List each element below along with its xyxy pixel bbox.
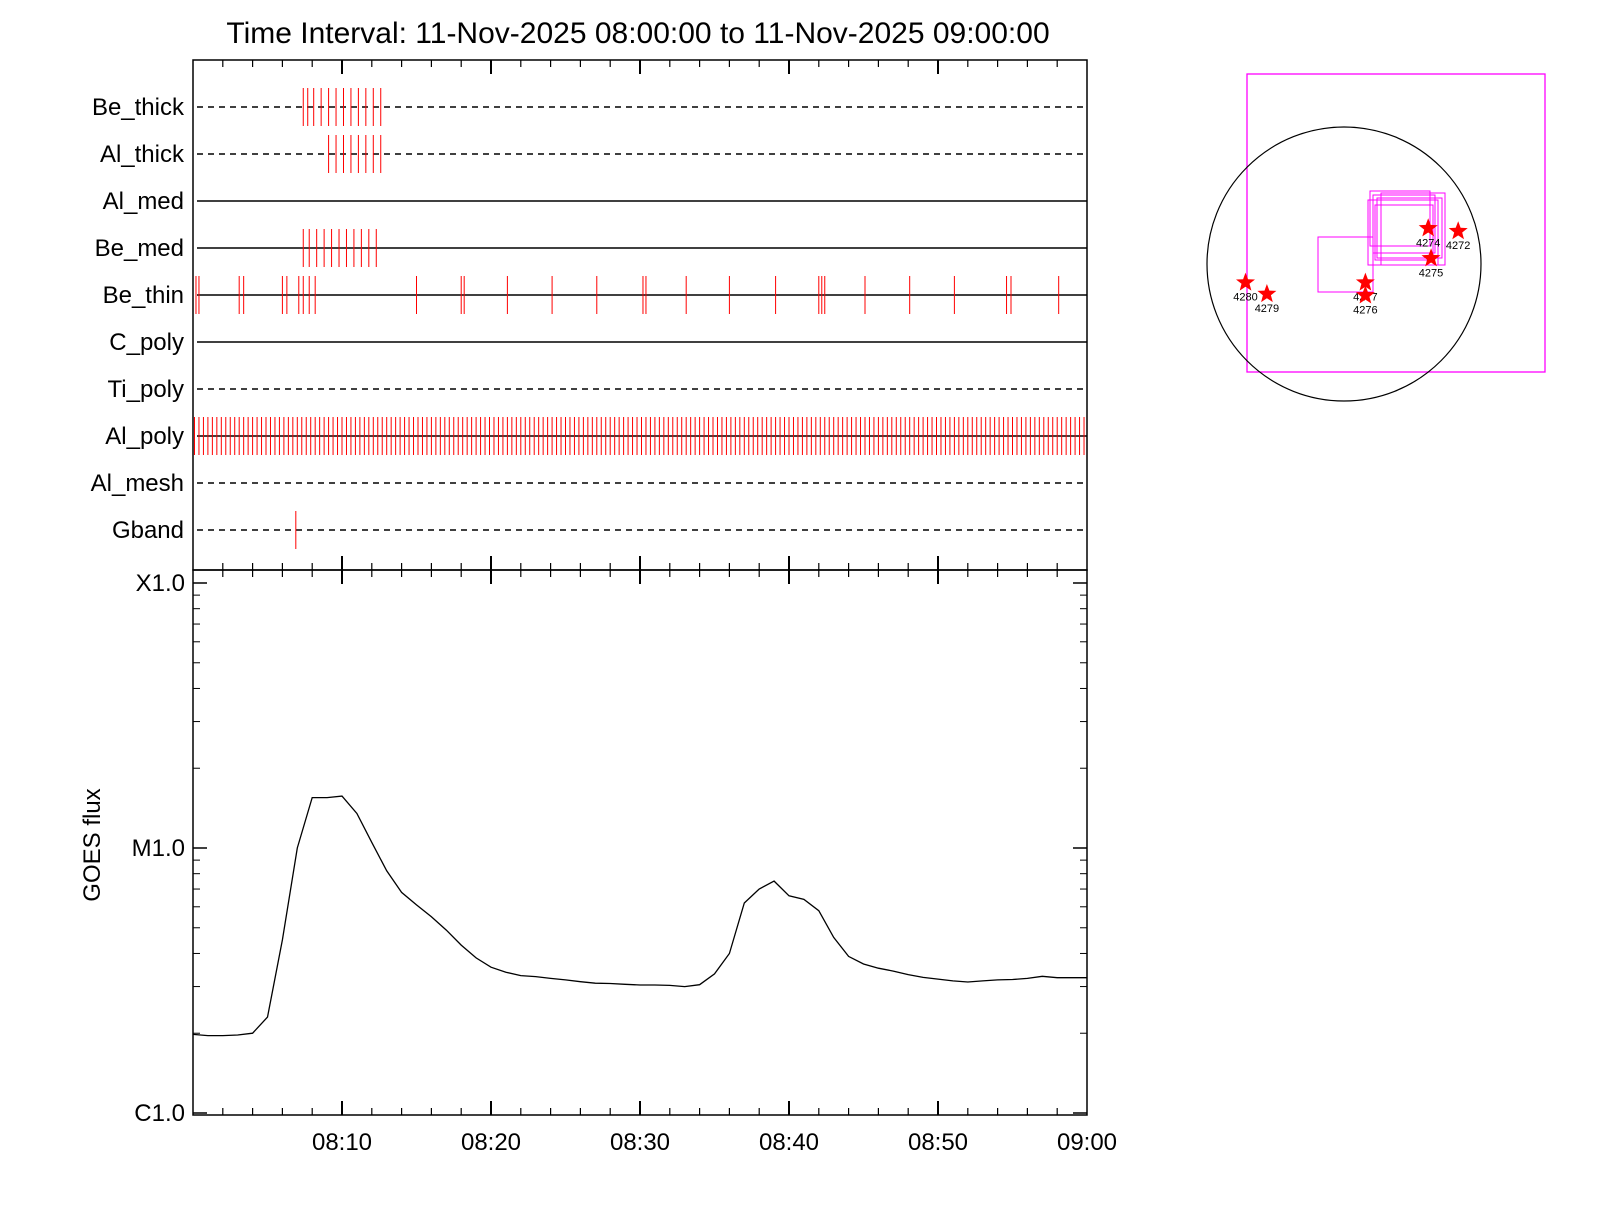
filter-label-be-thick: Be_thick: [92, 94, 185, 121]
goes-flux-panel: X1.0 M1.0 C1.0 08:10 08:20 08:30 08:40 08:50 09:…: [79, 569, 1117, 1156]
active-region-marker-4276: [1355, 285, 1375, 304]
active-region-label: 4279: [1255, 303, 1279, 315]
filter-label-al-med: Al_med: [103, 188, 184, 215]
active-region-marker-4274: [1418, 218, 1438, 237]
filter-label-al-thick: Al_thick: [100, 141, 185, 168]
sun-map-panel: 4274427242754277427642804279: [1206, 73, 1546, 402]
goes-panel-frame: [192, 569, 1088, 1116]
x-tick-label: 09:00: [1057, 1129, 1117, 1156]
filter-label-be-thin: Be_thin: [103, 282, 184, 309]
goes-flux-series-line: [192, 795, 1087, 1037]
active-region-marker-4280: [1236, 272, 1255, 291]
filter-timeline-panel: Be_thick Al_thick Al_med Be_med Be_thin C_pol…: [91, 59, 1088, 571]
filter-panel-ticks: [222, 60, 1058, 570]
active-region-points: 4274427242754277427642804279: [1233, 218, 1470, 316]
goes-axis-ticks: X1.0 M1.0 C1.0 08:10 08:20 08:30 08:40 08:50 09:…: [132, 570, 1117, 1156]
filter-rows: Be_thick Al_thick Al_med Be_med Be_thin C_pol…: [91, 88, 1087, 549]
active-region-label: 4280: [1233, 292, 1257, 304]
fov-box: [1380, 192, 1446, 266]
active-region-label: 4272: [1446, 240, 1470, 252]
active-region-marker-4272: [1448, 221, 1468, 240]
filter-label-al-poly: Al_poly: [105, 423, 184, 450]
solar-disk: [1206, 126, 1482, 402]
filter-label-ti-poly: Ti_poly: [108, 376, 184, 403]
filter-label-c-poly: C_poly: [109, 329, 184, 356]
filter-panel-frame: [192, 59, 1088, 571]
active-region-label: 4276: [1353, 304, 1377, 316]
y-tick-label: C1.0: [134, 1100, 185, 1127]
x-tick-label: 08:40: [759, 1129, 819, 1156]
x-tick-label: 08:50: [908, 1129, 968, 1156]
fov-boxes-small: [1317, 190, 1446, 293]
x-tick-label: 08:20: [461, 1129, 521, 1156]
goes-ylabel: GOES flux: [79, 788, 106, 901]
chart-title: Time Interval: 11-Nov-2025 08:00:00 to 1…: [226, 17, 1049, 50]
y-tick-label: M1.0: [132, 835, 185, 862]
fov-box: [1376, 197, 1443, 259]
fov-box-large: [1246, 73, 1546, 373]
active-region-marker-4275: [1421, 248, 1441, 267]
y-tick-label: X1.0: [136, 570, 185, 597]
active-region-marker-4277: [1355, 272, 1375, 291]
active-region-label: 4274: [1416, 237, 1440, 249]
active-region-marker-4279: [1257, 284, 1277, 303]
filter-label-be-med: Be_med: [95, 235, 184, 262]
x-tick-label: 08:10: [312, 1129, 372, 1156]
fov-box: [1369, 190, 1431, 247]
active-region-label: 4275: [1419, 267, 1443, 279]
fov-box: [1372, 194, 1436, 254]
x-tick-label: 08:30: [610, 1129, 670, 1156]
filter-label-gband: Gband: [112, 517, 184, 544]
filter-label-al-mesh: Al_mesh: [91, 470, 184, 497]
fov-box: [1317, 236, 1374, 293]
